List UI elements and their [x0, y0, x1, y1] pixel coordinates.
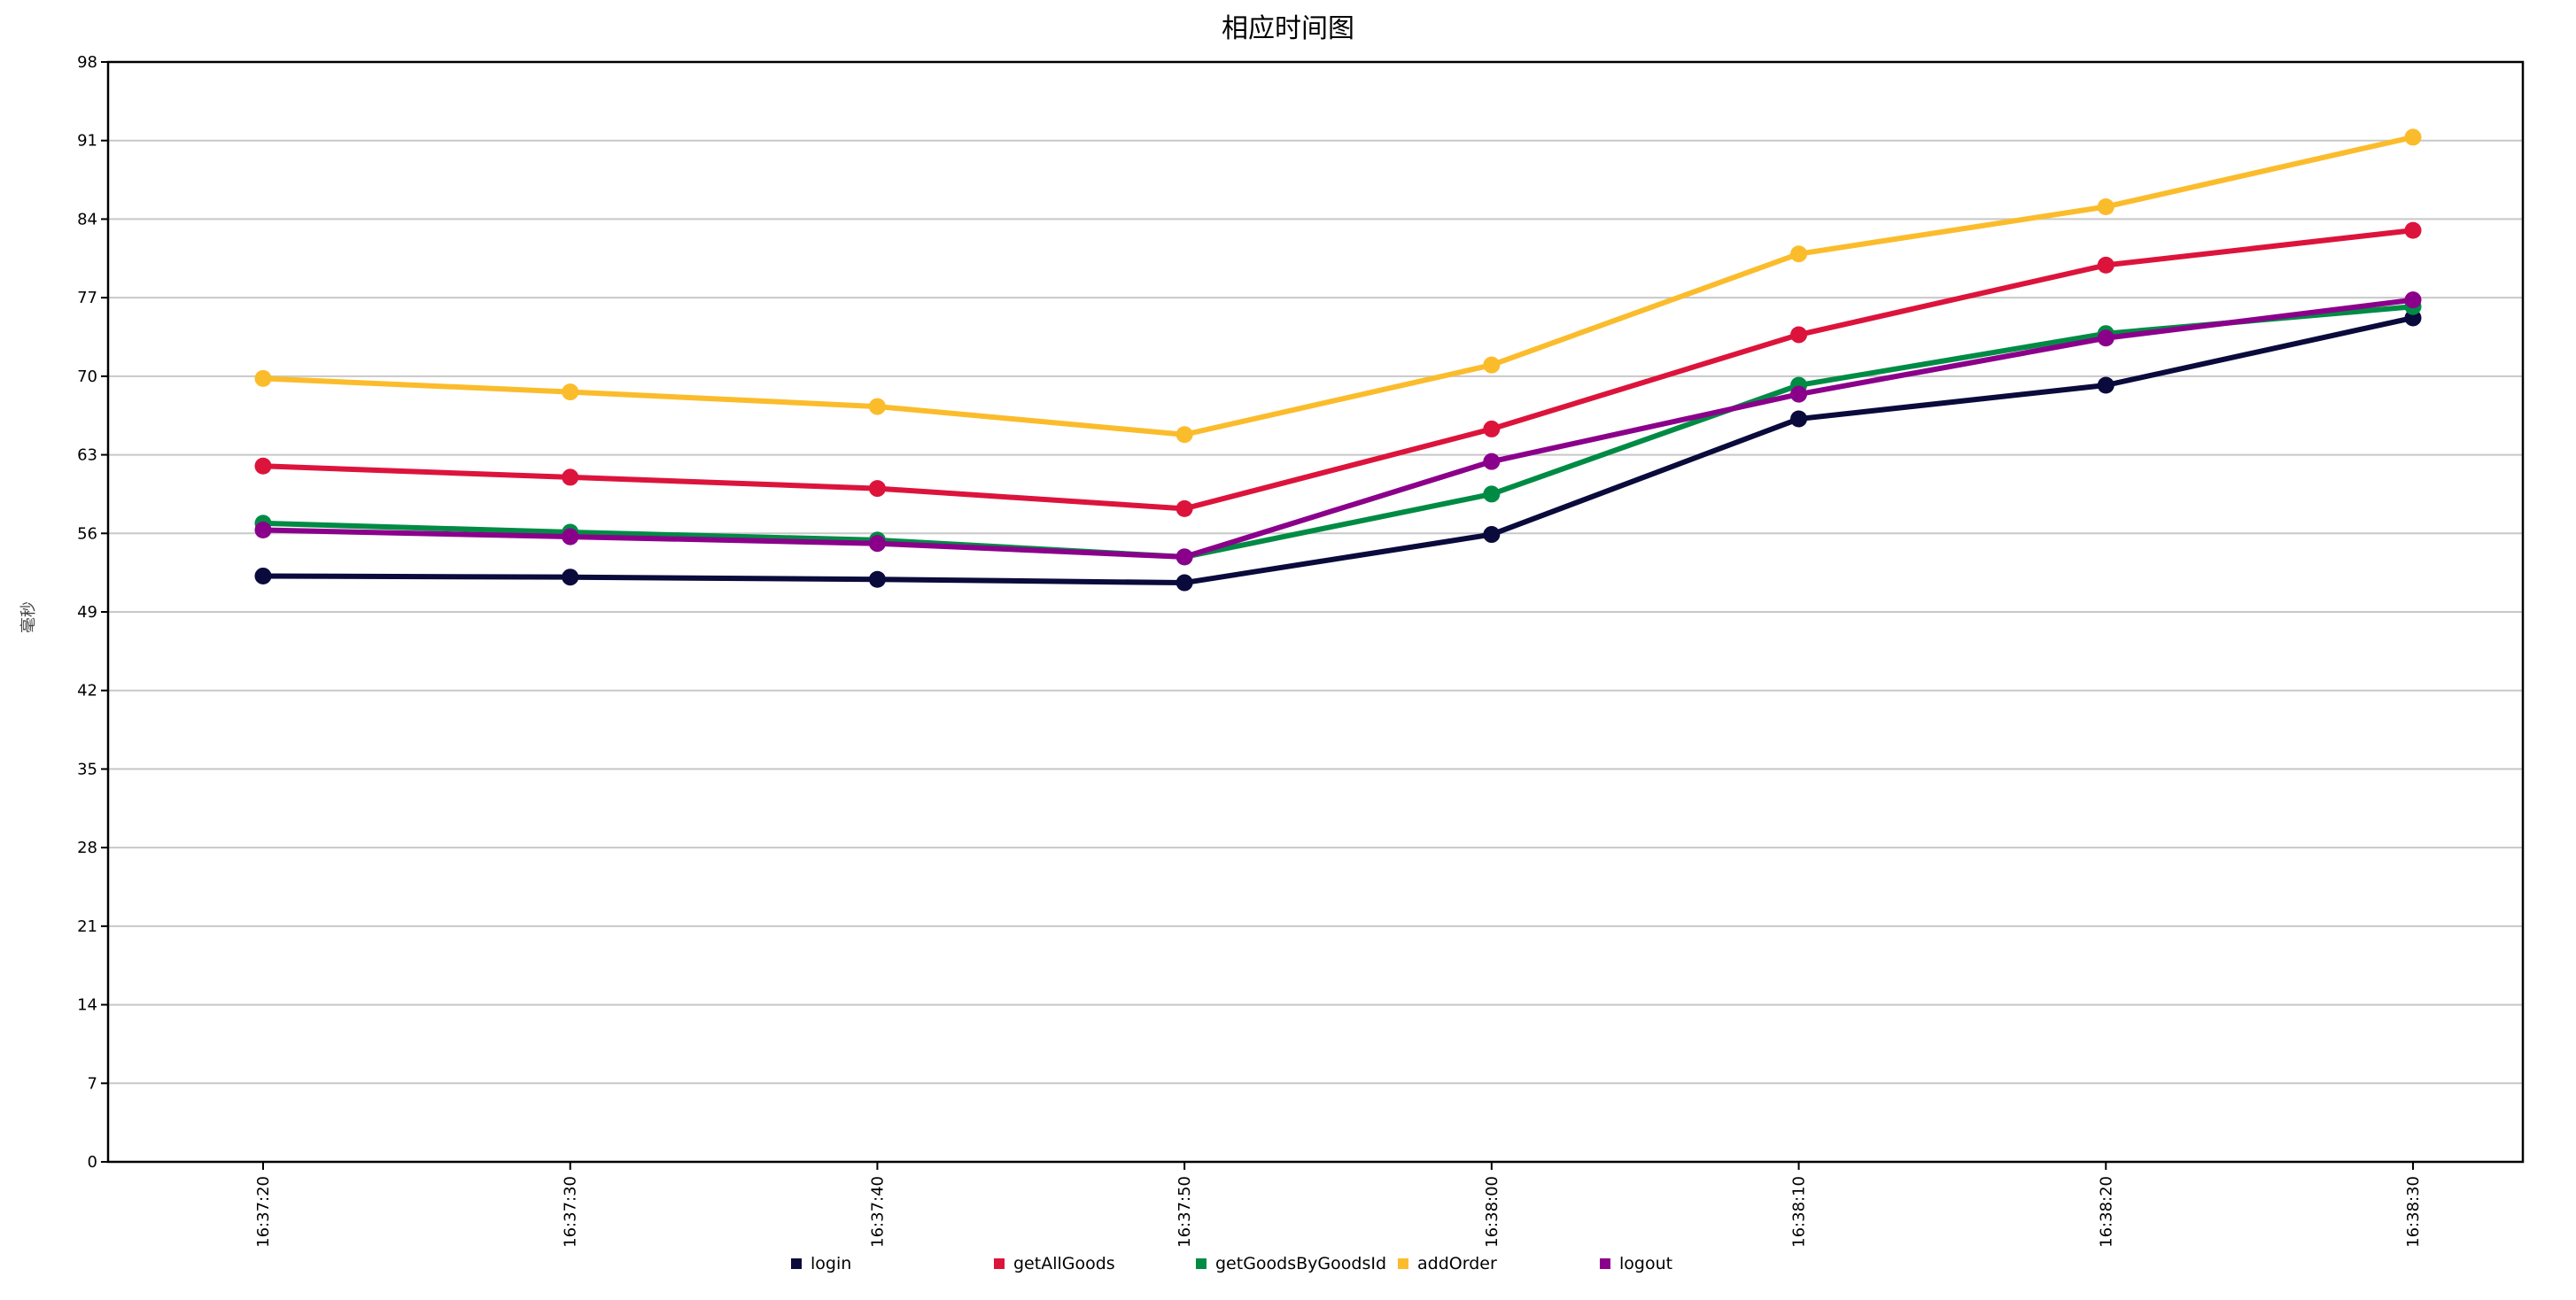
series-lines: [254, 128, 2422, 592]
data-point: [2097, 197, 2114, 215]
data-point: [1790, 326, 1808, 344]
legend-item: getGoodsByGoodsId: [1196, 1254, 1386, 1273]
x-tick-label: 16:38:20: [2097, 1176, 2115, 1248]
y-tick-label: 77: [77, 289, 97, 307]
series-getAllGoods: [254, 221, 2422, 517]
series-line: [260, 228, 2416, 512]
legend-label: login: [811, 1254, 851, 1273]
x-tick-label: 16:37:40: [868, 1176, 887, 1248]
legend-swatch: [1600, 1258, 1610, 1269]
data-point: [1175, 499, 1193, 517]
x-tick-label: 16:37:50: [1175, 1176, 1194, 1248]
x-tick-label: 16:38:00: [1483, 1176, 1501, 1248]
data-point: [868, 570, 886, 588]
data-point: [254, 567, 272, 584]
data-point: [868, 480, 886, 498]
y-tick-label: 0: [88, 1153, 97, 1172]
series-addOrder: [254, 128, 2422, 444]
data-point: [1175, 426, 1193, 444]
y-tick-label: 7: [88, 1074, 97, 1093]
y-tick-label: 28: [77, 839, 97, 857]
data-point: [1483, 526, 1501, 544]
data-point: [1790, 410, 1808, 428]
data-point: [1483, 453, 1501, 470]
y-tick-label: 70: [77, 368, 97, 386]
y-tick-label: 21: [77, 917, 97, 936]
x-tick-label: 16:38:10: [1790, 1176, 1809, 1248]
y-tick-label: 42: [77, 682, 97, 700]
series-line: [260, 134, 2416, 437]
data-point: [868, 535, 886, 553]
x-tick-label: 16:37:20: [254, 1176, 273, 1248]
grid-lines: [108, 139, 2523, 1085]
data-point: [2097, 256, 2114, 274]
legend-label: getAllGoods: [1013, 1254, 1115, 1273]
chart-title: 相应时间图: [1222, 13, 1354, 44]
y-tick-label: 35: [77, 760, 97, 778]
data-point: [2404, 128, 2422, 146]
data-point: [1790, 385, 1808, 403]
y-tick-label: 14: [77, 996, 97, 1015]
series-login: [254, 309, 2422, 592]
data-point: [2097, 376, 2114, 394]
series-line: [260, 297, 2416, 560]
data-point: [1483, 485, 1501, 503]
series-line: [260, 314, 2416, 586]
data-point: [1483, 420, 1501, 437]
legend-item: login: [791, 1254, 851, 1273]
x-tick-label: 16:38:30: [2404, 1176, 2423, 1248]
data-point: [562, 528, 579, 546]
legend: login getAllGoods getGoodsByGoodsId addOrde…: [791, 1254, 1672, 1273]
legend-swatch: [1196, 1258, 1207, 1269]
legend-item: logout: [1600, 1254, 1672, 1273]
data-point: [868, 398, 886, 415]
legend-label: addOrder: [1417, 1254, 1497, 1273]
data-point: [562, 468, 579, 486]
data-point: [1175, 574, 1193, 592]
data-point: [2404, 221, 2422, 239]
y-tick-label: 84: [77, 210, 97, 228]
legend-item: getAllGoods: [994, 1254, 1115, 1273]
series-logout: [254, 291, 2422, 566]
series-line: [260, 304, 2416, 560]
data-point: [254, 457, 272, 475]
data-point: [562, 383, 579, 401]
data-point: [1483, 356, 1501, 374]
data-point: [1175, 548, 1193, 566]
data-point: [2404, 291, 2422, 309]
y-tick-label: 49: [77, 603, 97, 622]
legend-label: getGoodsByGoodsId: [1215, 1254, 1386, 1273]
data-point: [562, 569, 579, 586]
axes: 0 7 14 21 28 35 42 49 56 63 70 77 84 91 98 16:37:20 16:3…: [77, 53, 2525, 1248]
legend-swatch: [791, 1258, 802, 1269]
data-point: [254, 369, 272, 387]
data-point: [254, 521, 272, 538]
y-axis-label: 毫秒: [19, 601, 38, 633]
data-point: [2097, 329, 2114, 347]
data-point: [1790, 245, 1808, 263]
y-tick-label: 98: [77, 53, 97, 72]
legend-swatch: [994, 1258, 1005, 1269]
plot-frame: [106, 60, 2525, 1164]
legend-swatch: [1398, 1258, 1408, 1269]
y-tick-label: 56: [77, 524, 97, 543]
legend-item: addOrder: [1398, 1254, 1497, 1273]
y-tick-label: 91: [77, 132, 97, 151]
legend-label: logout: [1619, 1254, 1672, 1273]
y-tick-label: 63: [77, 446, 97, 465]
x-tick-label: 16:37:30: [562, 1176, 580, 1248]
